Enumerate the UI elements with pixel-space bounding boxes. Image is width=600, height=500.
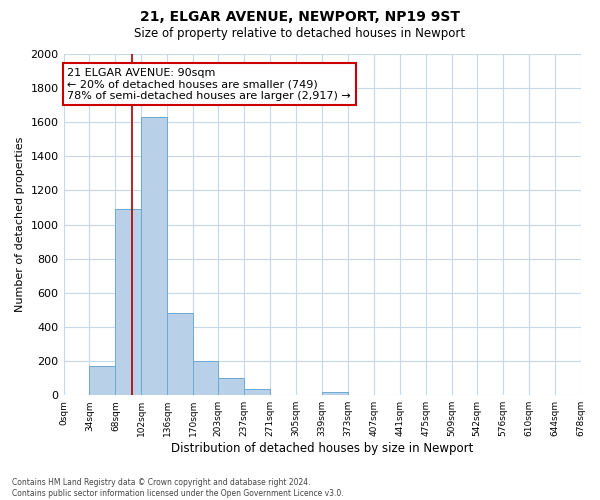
Text: Contains HM Land Registry data © Crown copyright and database right 2024.
Contai: Contains HM Land Registry data © Crown c…: [12, 478, 344, 498]
X-axis label: Distribution of detached houses by size in Newport: Distribution of detached houses by size …: [171, 442, 473, 455]
Y-axis label: Number of detached properties: Number of detached properties: [15, 137, 25, 312]
Text: 21, ELGAR AVENUE, NEWPORT, NP19 9ST: 21, ELGAR AVENUE, NEWPORT, NP19 9ST: [140, 10, 460, 24]
Text: 21 ELGAR AVENUE: 90sqm
← 20% of detached houses are smaller (749)
78% of semi-de: 21 ELGAR AVENUE: 90sqm ← 20% of detached…: [67, 68, 351, 101]
Text: Size of property relative to detached houses in Newport: Size of property relative to detached ho…: [134, 28, 466, 40]
